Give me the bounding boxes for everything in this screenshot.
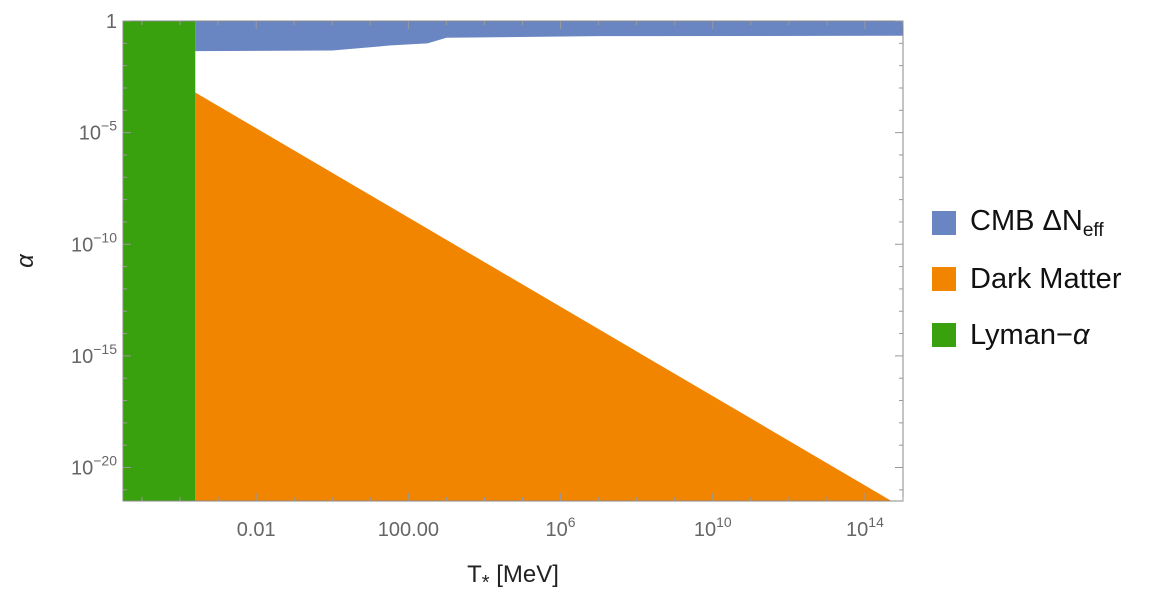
legend-label: Dark Matter — [970, 262, 1122, 295]
x-axis-title: T* [MeV] — [467, 561, 559, 594]
y-tick-label: 10−10 — [71, 229, 117, 256]
y-tick-label: 10−5 — [79, 118, 117, 145]
legend-item-dark-matter: Dark Matter — [932, 251, 1121, 307]
legend-swatch — [932, 267, 956, 291]
legend-label: CMB ΔNeff — [970, 204, 1104, 241]
x-tick-label: 106 — [546, 514, 576, 541]
region-cmb-n — [195, 21, 904, 52]
y-tick-label: 10−15 — [71, 341, 117, 368]
legend-label: Lyman−α — [970, 318, 1090, 351]
plot-frame — [122, 20, 904, 502]
region-lyman — [123, 21, 196, 501]
y-tick-label: 1 — [106, 11, 117, 33]
minor-ticks — [123, 20, 904, 501]
legend-swatch — [932, 323, 956, 347]
legend-item-cmb-n: CMB ΔNeff — [932, 195, 1121, 251]
y-axis-title: α — [12, 253, 39, 268]
x-tick-label: 1014 — [846, 514, 884, 541]
x-tick-label: 100.00 — [378, 519, 439, 541]
x-tick-label: 0.01 — [237, 519, 276, 541]
legend: CMB ΔNeff Dark Matter Lyman−α — [932, 195, 1121, 363]
y-tick-label: 10−20 — [71, 453, 117, 480]
legend-swatch — [932, 211, 956, 235]
data-regions — [123, 21, 904, 501]
region-dark-matter — [195, 92, 892, 501]
x-tick-labels: 0.01 100.00 106 1010 1014 — [237, 514, 884, 541]
x-tick-label: 1010 — [694, 514, 732, 541]
legend-item-lyman: Lyman−α — [932, 307, 1121, 363]
y-tick-labels: 1 10−5 10−10 10−15 10−20 — [71, 11, 117, 480]
